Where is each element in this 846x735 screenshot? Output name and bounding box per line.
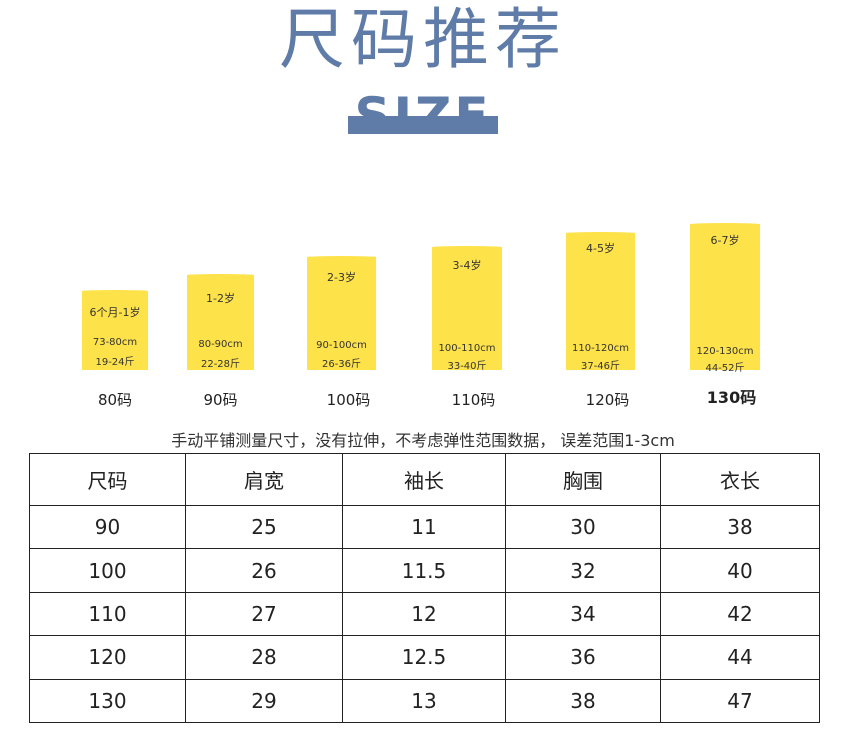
table-cell: 32: [505, 548, 661, 593]
card-height: 110-120cm: [571, 343, 630, 354]
card-weight: 22-28斤: [200, 359, 241, 370]
table-header-cell: 衣长: [660, 452, 820, 507]
size-cards: 6个月-1岁 73-80cm 19-24斤 80码 1-2岁 80-90cm 2…: [82, 223, 760, 409]
card-weight: 44-52斤: [705, 363, 745, 374]
table-header-cell: 尺码: [29, 452, 186, 507]
card-age: 1-2岁: [206, 292, 235, 305]
page-title: 尺码推荐: [279, 1, 567, 78]
card-age: 6-7岁: [710, 234, 740, 247]
size-table: 尺码 肩宽 袖长 胸围 衣长 90 25 11 30 38 100 26 11.…: [29, 452, 820, 724]
size-card-90: 1-2岁 80-90cm 22-28斤: [187, 274, 254, 370]
table-cell: 110: [29, 591, 186, 637]
measurement-note: 手动平铺测量尺寸，没有拉伸，不考虑弹性范围数据， 误差范围1-3cm: [171, 431, 675, 450]
table-cell: 12.5: [342, 635, 506, 680]
table-cell: 47: [660, 678, 820, 724]
size-heading: SIZE: [0, 88, 846, 144]
table-cell: 34: [505, 591, 661, 637]
table-cell: 90: [29, 505, 186, 550]
table-cell: 130: [29, 678, 186, 724]
table-header-row: 尺码 肩宽 袖长 胸围 衣长: [29, 452, 820, 507]
table-cell: 28: [185, 635, 343, 680]
card-size-label: 90码: [203, 391, 238, 409]
table-cell: 42: [660, 591, 820, 637]
table-cell: 26: [185, 548, 343, 593]
table-cell: 36: [505, 635, 661, 680]
table-cell: 29: [185, 678, 343, 724]
table-cell: 13: [342, 678, 506, 724]
table-cell: 44: [660, 635, 820, 680]
size-card-80: 6个月-1岁 73-80cm 19-24斤: [82, 290, 148, 370]
card-size-label: 80码: [97, 391, 133, 409]
card-height: 120-130cm: [696, 346, 754, 357]
card-age: 3-4岁: [452, 259, 482, 272]
card-size-label: 100码: [326, 391, 371, 409]
card-weight: 33-40斤: [447, 361, 487, 372]
table-cell: 120: [29, 635, 186, 680]
card-age: 6个月-1岁: [89, 306, 141, 319]
size-card-100: 2-3岁 90-100cm 26-36斤: [307, 256, 376, 370]
card-weight: 37-46斤: [580, 361, 621, 372]
table-cell: 11.5: [342, 548, 506, 593]
table-cell: 25: [185, 505, 343, 550]
table-row: 100 26 11.5 32 40: [29, 548, 820, 593]
table-header-cell: 袖长: [342, 452, 506, 507]
table-header-cell: 胸围: [505, 452, 661, 507]
table-cell: 30: [505, 505, 661, 550]
size-card-110: 3-4岁 100-110cm 33-40斤: [432, 246, 502, 372]
size-card-130: 6-7岁 120-130cm 44-52斤: [690, 223, 760, 374]
table-cell: 12: [342, 591, 506, 637]
table-cell: 27: [185, 591, 343, 637]
table-row: 110 27 12 34 42: [29, 591, 820, 637]
card-size-label: 120码: [585, 391, 630, 409]
table-header-cell: 肩宽: [185, 452, 343, 507]
card-age: 2-3岁: [327, 271, 356, 284]
size-card-120: 4-5岁 110-120cm 37-46斤: [566, 232, 635, 372]
card-height: 100-110cm: [438, 343, 496, 354]
card-age: 4-5岁: [586, 242, 615, 255]
card-size-label: 130码: [706, 388, 757, 407]
card-weight: 26-36斤: [321, 359, 362, 370]
table-row: 90 25 11 30 38: [29, 505, 820, 550]
table-cell: 40: [660, 548, 820, 593]
table-cell: 100: [29, 548, 186, 593]
table-cell: 38: [660, 505, 820, 550]
table-cell: 11: [342, 505, 506, 550]
table-row: 120 28 12.5 36 44: [29, 635, 820, 680]
table-cell: 38: [505, 678, 661, 724]
card-height: 73-80cm: [92, 337, 138, 348]
card-size-label: 110码: [451, 391, 496, 409]
table-row: 130 29 13 38 47: [29, 678, 820, 724]
card-height: 90-100cm: [316, 340, 367, 351]
size-word: SIZE: [348, 87, 498, 145]
card-height: 80-90cm: [198, 339, 243, 350]
card-weight: 19-24斤: [95, 357, 135, 368]
